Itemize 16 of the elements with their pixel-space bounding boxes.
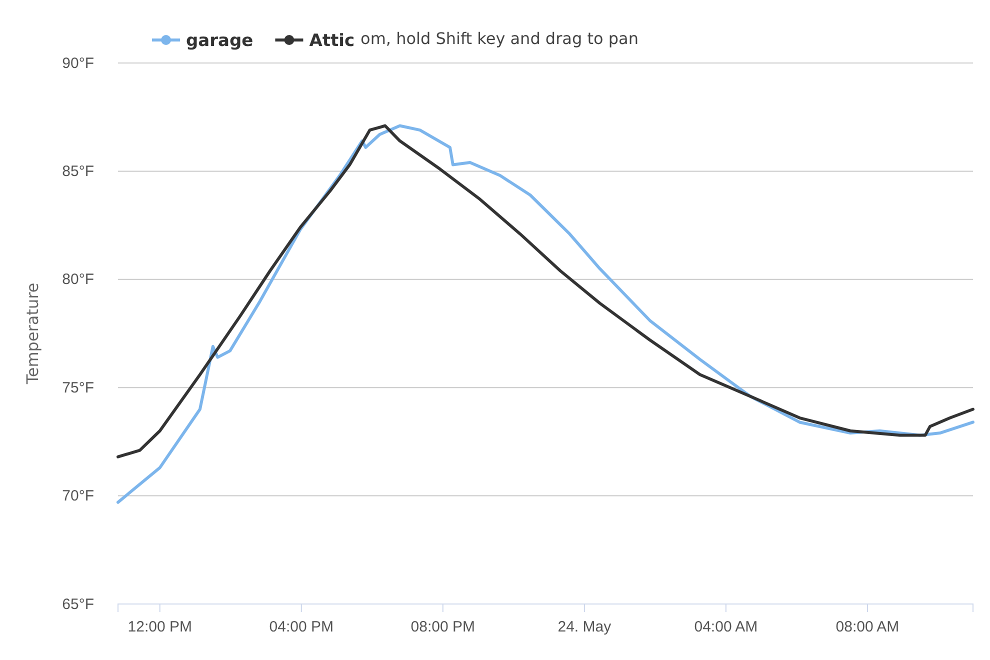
x-tick-label: 12:00 PM — [128, 618, 192, 636]
y-tick-label: 70°F — [62, 488, 94, 505]
x-tick-label: 04:00 PM — [269, 618, 334, 636]
y-tick-label: 75°F — [62, 379, 94, 396]
x-tick-label: 08:00 AM — [836, 618, 900, 636]
y-tick-label: 65°F — [62, 596, 94, 613]
x-tick-label: 04:00 AM — [694, 618, 758, 636]
legend-label: garage — [186, 31, 254, 51]
x-tick-label: 08:00 PM — [410, 618, 476, 636]
y-tick-label: 85°F — [62, 163, 94, 180]
chart-subtitle: om, hold Shift key and drag to pan — [360, 29, 638, 48]
y-axis-title: Temperature — [23, 282, 42, 386]
y-tick-label: 90°F — [62, 54, 94, 72]
y-tick-label: 80°F — [62, 271, 94, 288]
legend-label: Attic — [309, 31, 355, 51]
x-tick-label: 24. May — [558, 618, 612, 636]
